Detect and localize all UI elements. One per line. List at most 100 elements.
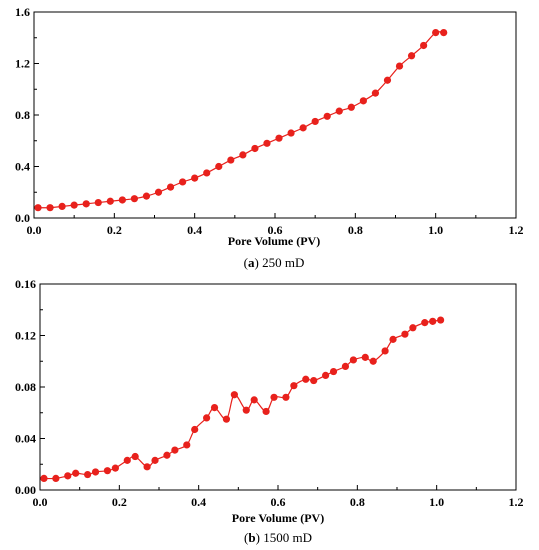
series-line: [38, 31, 444, 209]
data-point: [383, 76, 392, 84]
y-tick-label: 0.08: [15, 380, 36, 394]
x-tick-label: 0.0: [33, 495, 48, 509]
y-tick-label: 0.16: [15, 277, 36, 291]
y-tick-label: 1.6: [15, 5, 30, 19]
data-point: [84, 470, 92, 479]
data-point: [191, 174, 199, 182]
data-point: [103, 467, 112, 475]
data-point: [401, 330, 409, 338]
data-point: [329, 367, 338, 376]
data-point: [154, 188, 163, 196]
x-tick-label: 0.4: [191, 495, 206, 509]
caption-b: (b) 1500 mD: [244, 530, 312, 545]
data-point: [323, 112, 331, 120]
caption-a: (a) 250 mD: [244, 255, 305, 270]
data-point: [64, 472, 72, 480]
data-point: [250, 396, 258, 404]
y-tick-label: 0.0: [15, 211, 30, 225]
y-tick-label: 1.2: [15, 57, 30, 71]
data-point: [171, 446, 179, 454]
data-point: [409, 324, 417, 332]
data-point: [251, 144, 259, 153]
data-point: [389, 335, 397, 343]
data-point: [381, 347, 389, 355]
data-point: [143, 463, 151, 471]
data-point: [347, 103, 355, 111]
data-point: [166, 183, 175, 191]
data-point: [40, 474, 48, 483]
data-point: [70, 201, 78, 209]
data-point: [191, 425, 199, 434]
x-axis: 0.0 0.2 0.4 0.6 0.8 1.0 1.2: [33, 485, 524, 509]
data-point: [361, 353, 369, 361]
caption-letter: a: [248, 255, 255, 270]
data-point: [46, 204, 54, 212]
x-tick-label: 0.8: [350, 495, 365, 509]
data-point: [369, 357, 377, 365]
data-point: [262, 407, 270, 416]
data-point: [239, 151, 247, 159]
data-point: [302, 375, 310, 383]
data-point: [371, 89, 380, 97]
data-point: [299, 124, 307, 132]
data-point: [311, 117, 319, 126]
series-line: [43, 319, 441, 480]
chart-panel-a: 0.0 0.4 0.8 1.2 1.6 0.0 0.2 0.4 0.6 0.8 1.0 1.2 Po…: [15, 5, 524, 270]
data-point: [407, 52, 416, 60]
x-axis-title: Pore Volume (PV): [228, 234, 320, 248]
y-tick-label: 0.04: [15, 432, 36, 446]
data-point: [222, 415, 231, 423]
data-point: [210, 404, 219, 412]
data-point: [227, 156, 235, 164]
data-point: [179, 178, 187, 186]
data-point: [203, 169, 211, 177]
data-point: [215, 162, 223, 171]
y-tick-label: 0.8: [15, 108, 30, 122]
caption-text: 1500 mD: [263, 530, 312, 545]
data-point: [230, 391, 238, 399]
series-line-group: [40, 316, 445, 483]
data-point: [420, 41, 428, 50]
x-tick-label: 0.0: [27, 223, 42, 237]
y-tick-label: 0.4: [15, 160, 30, 174]
data-point: [282, 393, 290, 401]
data-point: [359, 97, 367, 105]
y-tick-label: 0.12: [15, 329, 36, 343]
y-axis: 0.00 0.04 0.08 0.12 0.16: [15, 277, 45, 497]
data-point: [34, 204, 42, 212]
data-point: [429, 317, 437, 325]
data-point: [183, 441, 191, 449]
data-point: [52, 474, 60, 483]
data-point: [118, 196, 126, 204]
x-tick-label: 1.2: [509, 495, 524, 509]
caption-text: 250 mD: [262, 255, 304, 270]
data-point: [263, 139, 271, 147]
y-axis: 0.0 0.4 0.8 1.2 1.6: [15, 5, 39, 225]
x-tick-label: 0.6: [268, 223, 283, 237]
data-point: [290, 382, 298, 390]
data-point: [242, 406, 250, 414]
chart-panel-b: 0.00 0.04 0.08 0.12 0.16 0.0 0.2 0.4 0.6 0.8 1.0 1…: [15, 277, 524, 545]
data-point: [440, 28, 448, 37]
caption-letter: b: [248, 530, 255, 545]
plot-frame: [39, 283, 517, 491]
data-point: [341, 362, 350, 370]
data-point: [349, 356, 357, 364]
data-point: [130, 195, 139, 203]
data-point: [275, 134, 283, 142]
x-tick-label: 0.6: [271, 495, 286, 509]
x-tick-label: 1.2: [509, 223, 524, 237]
data-point: [395, 62, 404, 70]
x-axis: 0.0 0.2 0.4 0.6 0.8 1.0 1.2: [27, 213, 524, 237]
series-line-group: [34, 28, 448, 212]
data-point: [82, 200, 90, 208]
x-tick-label: 0.8: [348, 223, 363, 237]
x-tick-label: 1.0: [429, 495, 444, 509]
x-tick-label: 0.2: [112, 495, 127, 509]
y-tick-label: 0.00: [15, 483, 36, 497]
x-tick-label: 0.2: [107, 223, 122, 237]
data-point: [131, 452, 139, 461]
data-point: [94, 198, 102, 207]
data-point: [437, 316, 445, 324]
